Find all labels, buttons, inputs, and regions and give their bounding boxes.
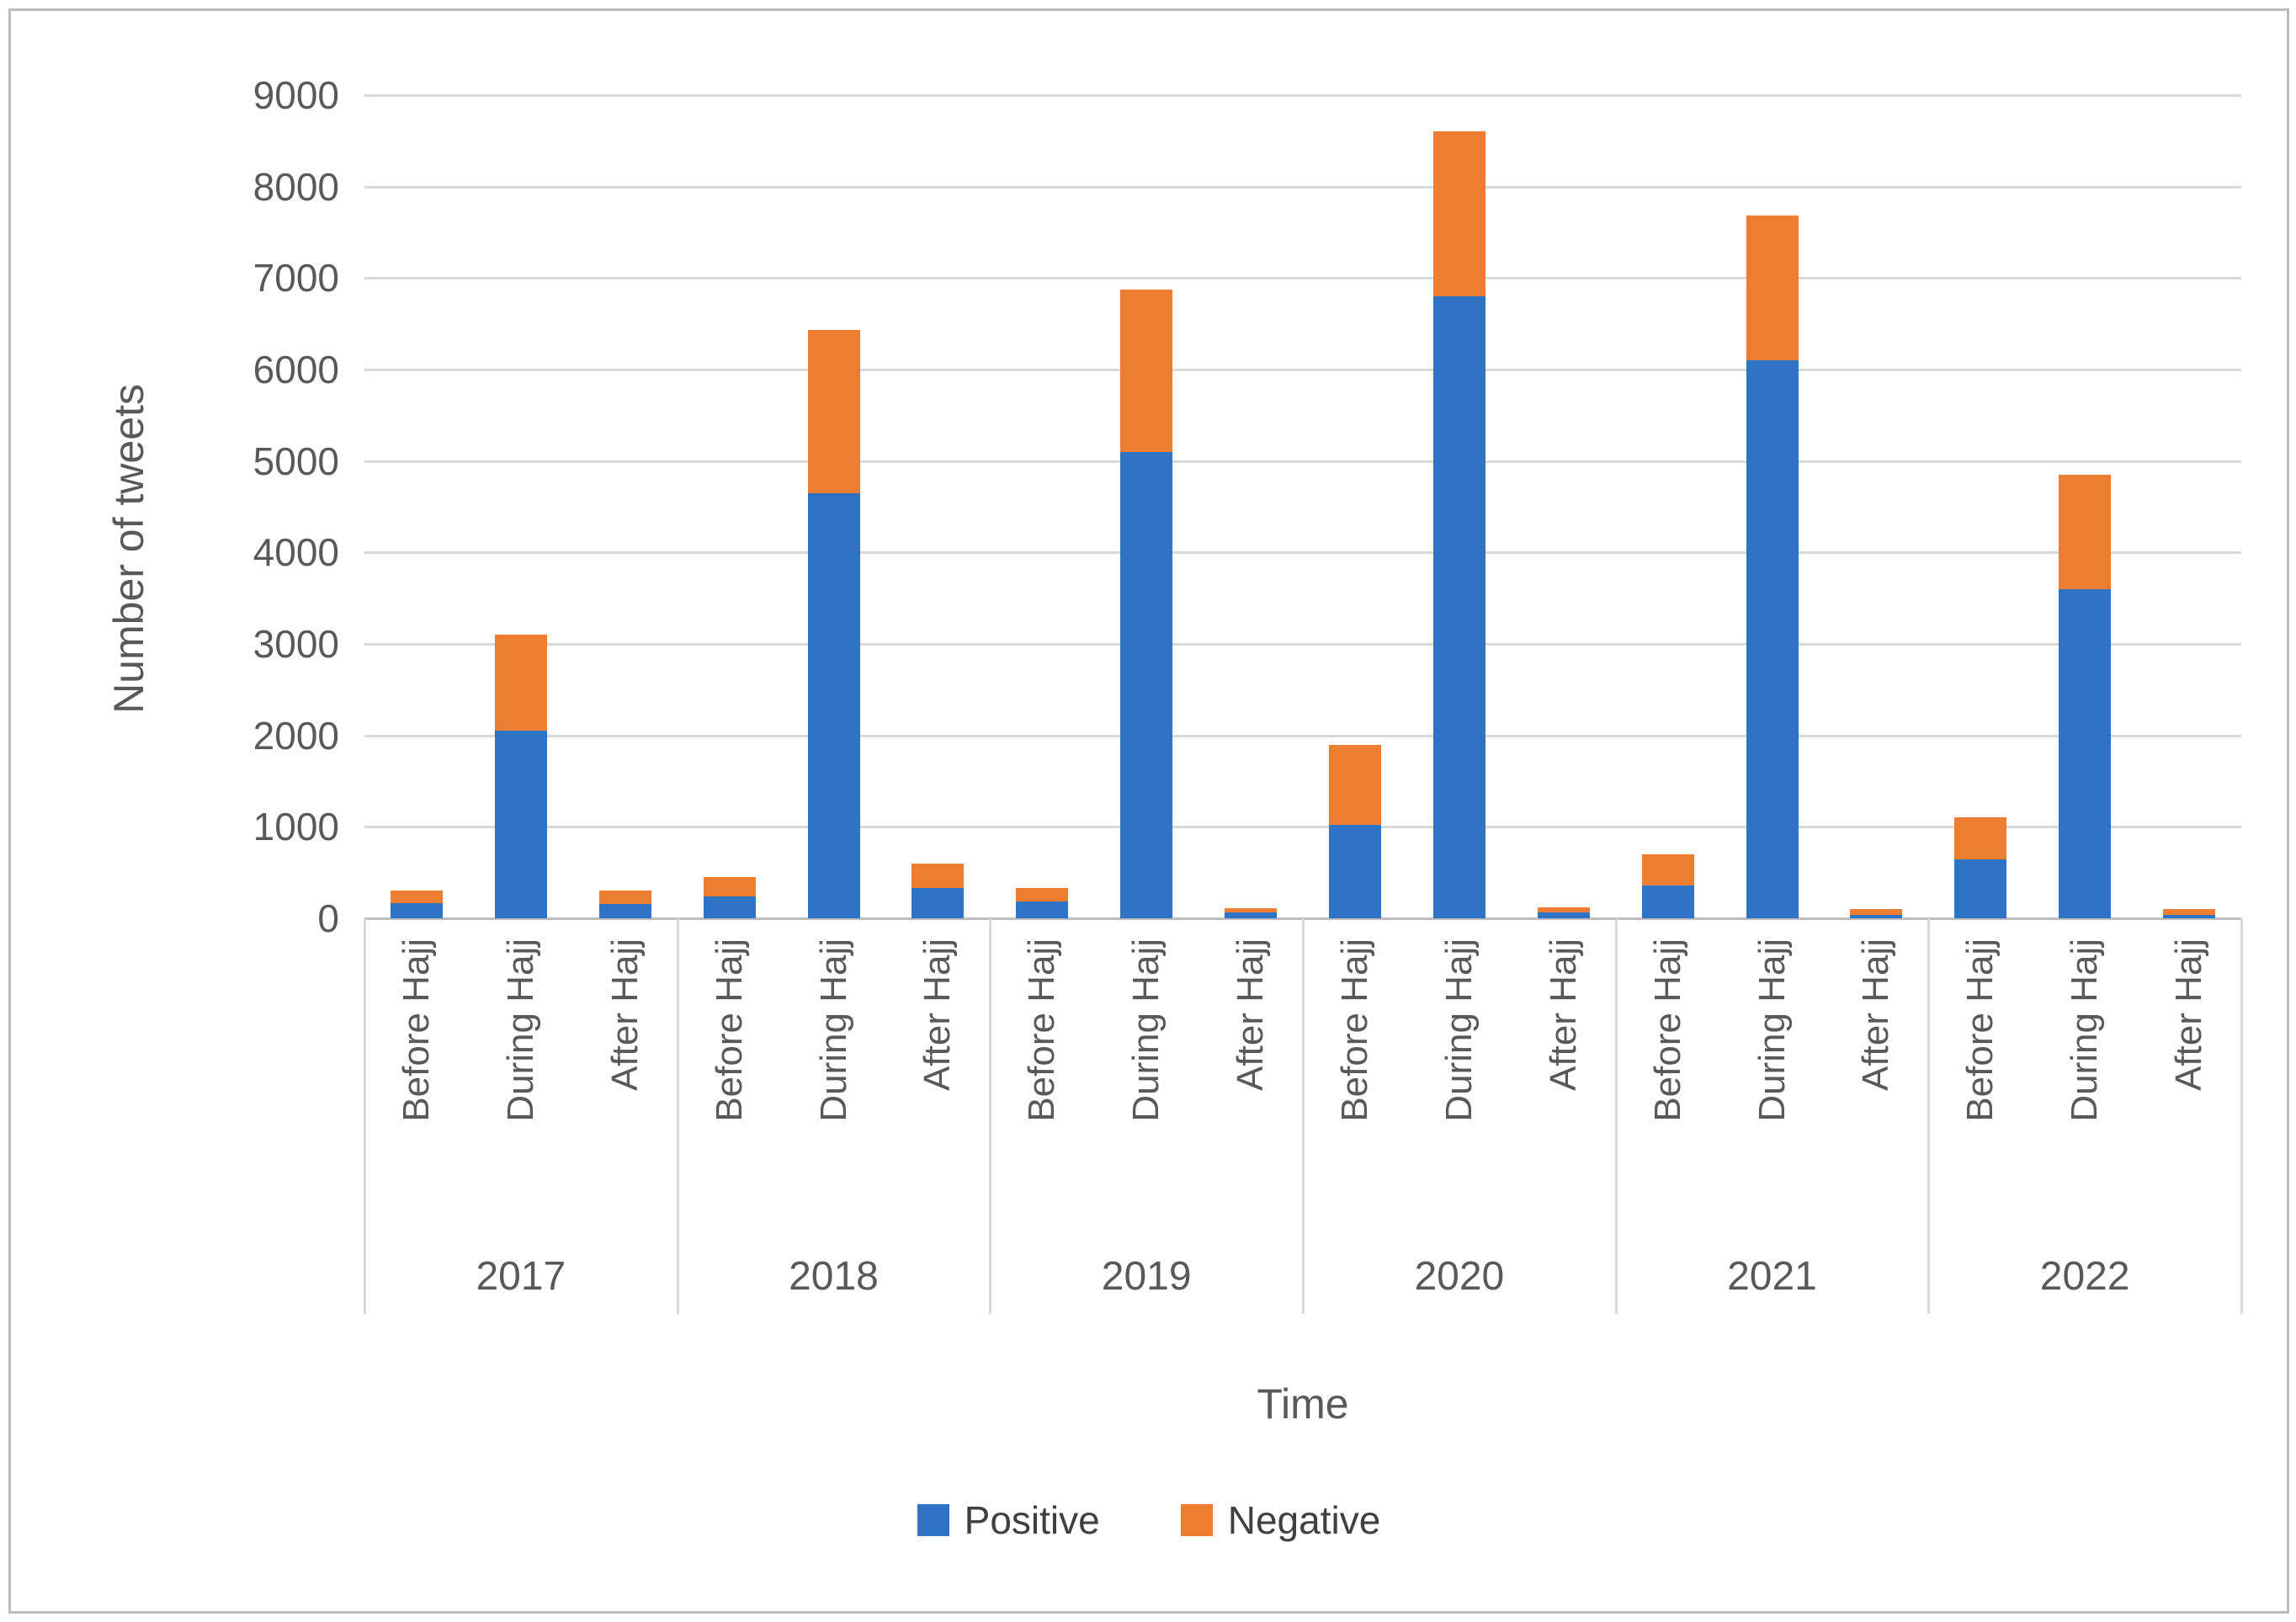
gridline — [364, 185, 2241, 189]
figure: Number of tweets Time Positive Negative 0… — [8, 8, 2289, 1614]
bar-segment-negative — [1537, 907, 1590, 913]
x-axis-period-label: During Hajj — [1438, 939, 1480, 1122]
bar-segment-positive — [1120, 451, 1173, 918]
legend: Positive Negative — [11, 1501, 2287, 1540]
x-axis-period-label: During Hajj — [499, 939, 541, 1122]
y-axis-tick-label: 1000 — [252, 805, 339, 849]
x-axis-period-label: After Hajj — [2168, 939, 2210, 1091]
x-axis-period-label: Before Hajj — [395, 939, 437, 1122]
x-axis-period-label: After Hajj — [917, 939, 959, 1091]
bar-segment-positive — [1537, 912, 1590, 918]
legend-label: Negative — [1227, 1498, 1381, 1542]
gridline — [364, 643, 2241, 646]
x-axis-year-label: 2022 — [2039, 1254, 2130, 1299]
x-axis-period-label: During Hajj — [2064, 939, 2106, 1122]
bar-segment-positive — [2059, 588, 2112, 918]
bar-segment-positive — [807, 492, 860, 918]
bar-segment-negative — [494, 635, 547, 731]
bar-segment-negative — [2059, 474, 2112, 589]
legend-swatch-negative — [1180, 1504, 1213, 1536]
x-axis-period-label: Before Hajj — [1959, 939, 2001, 1122]
bar-segment-negative — [703, 877, 756, 896]
legend-item-positive: Positive — [917, 1501, 1100, 1540]
x-axis-period-label: After Hajj — [603, 939, 646, 1091]
category-separator — [1302, 918, 1305, 1314]
gridline — [364, 734, 2241, 737]
bar-segment-negative — [1432, 131, 1485, 297]
x-axis-year-label: 2018 — [789, 1254, 879, 1299]
bar-segment-positive — [1328, 825, 1381, 918]
x-axis-period-label: After Hajj — [1542, 939, 1584, 1091]
bar-segment-negative — [1225, 908, 1278, 913]
category-separator — [364, 918, 366, 1314]
y-axis-tick-label: 5000 — [252, 439, 339, 483]
legend-item-negative: Negative — [1180, 1498, 1381, 1542]
bar-segment-negative — [2163, 909, 2216, 915]
bar-segment-positive — [598, 903, 651, 918]
gridline — [364, 460, 2241, 463]
x-axis-year-label: 2019 — [1101, 1254, 1192, 1299]
x-axis-period-label: Before Hajj — [708, 939, 750, 1122]
x-axis-period-label: After Hajj — [1855, 939, 1897, 1091]
bar-segment-negative — [807, 330, 860, 493]
y-axis-tick-label: 6000 — [252, 348, 339, 391]
bar-segment-negative — [598, 891, 651, 904]
bar-segment-positive — [1016, 901, 1069, 918]
y-axis-title: Number of tweets — [105, 384, 152, 714]
bar-segment-positive — [1954, 859, 2007, 918]
category-separator — [1927, 918, 1931, 1314]
legend-label: Positive — [964, 1498, 1100, 1542]
y-axis-tick-label: 9000 — [252, 73, 339, 117]
y-axis-tick-label: 7000 — [252, 256, 339, 300]
x-axis-year-label: 2017 — [476, 1254, 566, 1299]
y-axis-tick-label: 3000 — [252, 622, 339, 666]
category-separator — [1614, 918, 1618, 1314]
bar-segment-positive — [494, 731, 547, 918]
x-axis-period-label: Before Hajj — [1333, 939, 1375, 1122]
x-axis-title: Time — [1257, 1380, 1349, 1428]
x-axis-period-label: During Hajj — [812, 939, 854, 1122]
category-separator — [989, 918, 992, 1314]
gridline — [364, 277, 2241, 280]
category-separator — [2240, 918, 2243, 1314]
bar-segment-positive — [1432, 296, 1485, 918]
bar-segment-negative — [1328, 744, 1381, 826]
gridline — [364, 94, 2241, 97]
bar-segment-positive — [1746, 360, 1799, 918]
bar-segment-negative — [1954, 817, 2007, 860]
x-axis-year-label: 2021 — [1727, 1254, 1817, 1299]
bar-segment-negative — [1641, 854, 1694, 885]
gridline — [364, 551, 2241, 555]
x-axis-period-label: Before Hajj — [1021, 939, 1063, 1122]
bar-segment-negative — [911, 863, 965, 889]
category-separator — [676, 918, 679, 1314]
bar-segment-negative — [1850, 909, 1903, 915]
bar-segment-positive — [911, 888, 965, 918]
gridline — [364, 369, 2241, 371]
bar-segment-positive — [1641, 885, 1694, 918]
x-axis-period-label: After Hajj — [1230, 939, 1272, 1091]
bar-segment-negative — [1746, 215, 1799, 361]
bar-segment-positive — [1850, 914, 1903, 918]
bar-segment-positive — [390, 902, 443, 918]
bar-segment-positive — [1225, 912, 1278, 918]
bar-segment-positive — [2163, 914, 2216, 918]
x-axis-period-label: During Hajj — [1125, 939, 1167, 1122]
y-axis-tick-label: 2000 — [252, 713, 339, 758]
x-axis-year-label: 2020 — [1414, 1254, 1505, 1299]
y-axis-tick-label: 4000 — [252, 530, 339, 575]
x-axis-period-label: Before Hajj — [1646, 939, 1688, 1122]
gridline — [364, 826, 2241, 829]
bar-segment-negative — [390, 891, 443, 903]
x-axis-period-label: During Hajj — [1751, 939, 1793, 1122]
bar-segment-negative — [1120, 290, 1173, 452]
legend-swatch-positive — [917, 1504, 949, 1536]
bar-segment-positive — [703, 896, 756, 918]
y-axis-tick-label: 8000 — [252, 164, 339, 209]
bar-segment-negative — [1016, 888, 1069, 902]
y-axis-tick-label: 0 — [317, 896, 339, 940]
